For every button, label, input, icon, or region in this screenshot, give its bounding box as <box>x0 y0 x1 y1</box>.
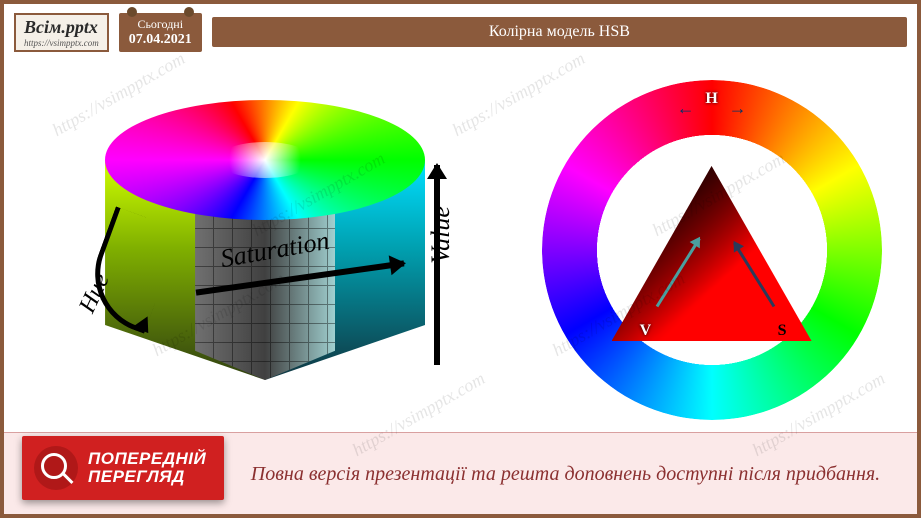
ring-h-label: H <box>705 90 717 108</box>
cylinder-wrap: Hue Saturation Value <box>65 80 445 420</box>
content-area: Hue Saturation Value ← H → V S <box>4 60 917 440</box>
logo-sub-text: https://vsimpptx.com <box>24 38 99 48</box>
color-ring: ← H → V S <box>542 80 882 420</box>
date-tag: Сьогодні 07.04.2021 <box>119 13 202 52</box>
hsb-ring-diagram: ← H → V S <box>506 60 917 440</box>
magnify-icon <box>34 446 78 490</box>
preview-line1: ПОПЕРЕДНІЙ <box>88 450 206 468</box>
hsb-cylinder-diagram: Hue Saturation Value <box>4 60 506 440</box>
header-bar: Всім.pptx https://vsimpptx.com Сьогодні … <box>4 4 917 60</box>
value-arrow <box>434 165 440 365</box>
date-label: Сьогодні <box>129 17 192 32</box>
preview-badge: ПОПЕРЕДНІЙ ПЕРЕГЛЯД <box>22 436 224 500</box>
date-value: 07.04.2021 <box>129 32 192 48</box>
logo-main-text: Всім.pptx <box>24 17 99 38</box>
slide-title: Колірна модель HSB <box>212 17 907 47</box>
h-arrow-right-icon: → <box>729 98 747 119</box>
h-arrow-left-icon: ← <box>677 98 695 119</box>
ring-s-label: S <box>778 322 787 340</box>
preview-text: ПОПЕРЕДНІЙ ПЕРЕГЛЯД <box>88 450 206 486</box>
cylinder-top-hue-wheel <box>105 100 425 220</box>
value-label: Value <box>426 206 456 264</box>
ring-v-label: V <box>640 322 652 340</box>
preview-line2: ПЕРЕГЛЯД <box>88 468 206 486</box>
logo-box: Всім.pptx https://vsimpptx.com <box>14 13 109 52</box>
